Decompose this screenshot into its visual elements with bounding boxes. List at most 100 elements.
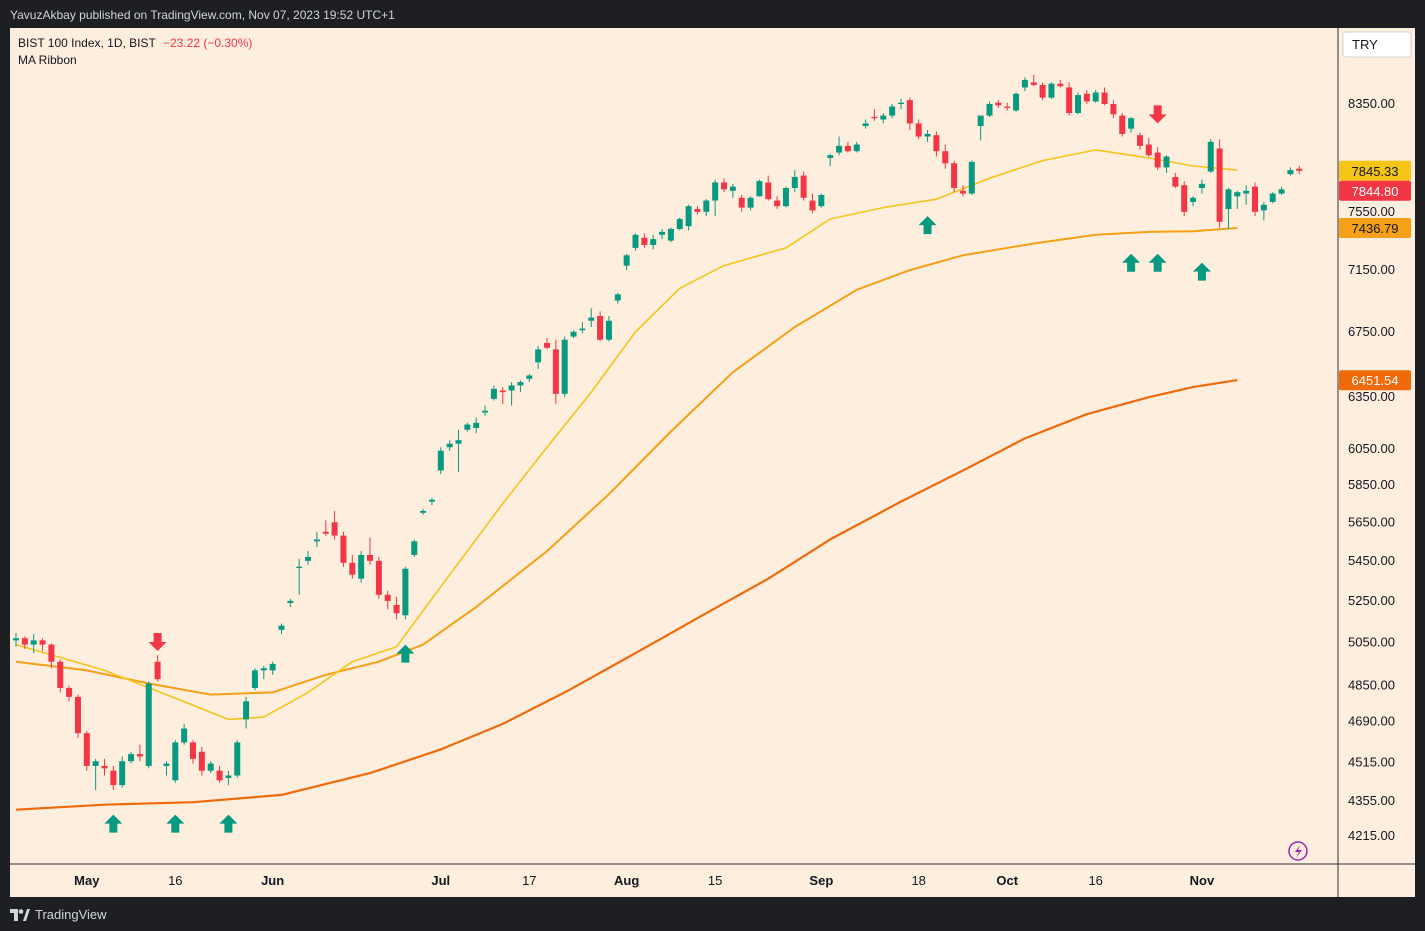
candle-body (198, 751, 205, 771)
brand-label: TradingView (35, 907, 107, 922)
candle (632, 233, 639, 251)
ma-slow-line (15, 379, 1238, 811)
y-tick-label: 5450.00 (1348, 553, 1395, 568)
currency-button[interactable]: TRY (1342, 31, 1412, 58)
candle-body (48, 644, 55, 662)
candle-body (74, 696, 81, 734)
candle (1296, 166, 1303, 175)
candle (694, 206, 701, 215)
candle (163, 761, 170, 776)
time-axis[interactable] (10, 864, 1415, 897)
candle (1075, 92, 1081, 115)
candle (39, 638, 46, 651)
candle (145, 681, 152, 769)
candle-body (278, 625, 285, 630)
candle-body (995, 102, 1002, 106)
candle (269, 661, 276, 675)
y-tick-label: 4355.00 (1348, 793, 1395, 808)
candle-body (437, 450, 444, 471)
candle (836, 136, 843, 156)
candle-body (1278, 189, 1285, 194)
legend-indicator: MA Ribbon (18, 53, 77, 67)
candle-body (30, 640, 37, 645)
candle-body (57, 661, 64, 688)
buy-arrow-icon (104, 814, 123, 833)
candle (959, 185, 966, 197)
candle-body (411, 541, 418, 555)
tradingview-logo[interactable]: TradingView (10, 907, 107, 922)
candle (526, 373, 533, 383)
candle (1145, 137, 1152, 157)
candle (446, 440, 453, 451)
legend[interactable]: BIST 100 Index, 1D, BIST −23.22 (−0.30%)… (18, 36, 252, 67)
candle-body (977, 115, 984, 127)
candle-body (1083, 93, 1090, 102)
candle (136, 744, 143, 762)
candle-body (853, 144, 860, 152)
candle (809, 193, 816, 214)
lightning-icon[interactable] (1288, 841, 1308, 861)
candle (207, 761, 214, 774)
candle (535, 346, 542, 369)
candle (234, 740, 241, 778)
candle (349, 554, 356, 579)
candle (1013, 92, 1020, 112)
candle (83, 730, 90, 771)
candle (517, 380, 524, 393)
candle-body (800, 175, 807, 198)
candle-body (667, 228, 674, 241)
candle (402, 566, 409, 620)
candle (172, 740, 179, 783)
candle (588, 308, 595, 328)
candle-body (163, 763, 170, 766)
candle-body (1092, 92, 1099, 102)
y-tick-label: 8350.00 (1348, 96, 1395, 111)
candle-body (1145, 144, 1152, 156)
candle-body (986, 104, 993, 116)
candle (296, 558, 303, 595)
candle (1198, 179, 1205, 194)
legend-symbol: BIST 100 Index, 1D, BIST (18, 36, 157, 50)
candle (464, 422, 471, 432)
plot-area[interactable] (10, 28, 1338, 864)
candle (747, 196, 754, 211)
candle-body (694, 209, 701, 212)
candle-body (402, 568, 409, 616)
candle-body (915, 123, 922, 137)
candle-body (1269, 193, 1276, 202)
candle-body (1128, 118, 1135, 129)
candle-body (1154, 152, 1161, 168)
candle (1243, 185, 1250, 205)
ma-fast-line (15, 149, 1238, 721)
y-tick-label: 4850.00 (1348, 678, 1395, 693)
y-tick-label: 4515.00 (1348, 754, 1395, 769)
candle-body (818, 194, 825, 207)
candle (712, 179, 719, 217)
x-tick-label: 16 (1088, 873, 1102, 888)
candle (1119, 113, 1126, 137)
candle-body (1234, 192, 1241, 197)
candle-body (782, 187, 789, 207)
x-tick-label: Sep (809, 873, 833, 888)
candle (305, 551, 312, 565)
candle (721, 178, 727, 193)
candles (13, 74, 1303, 791)
candle-body (234, 742, 241, 776)
candle-body (349, 562, 356, 575)
candle-body (791, 176, 798, 188)
candle-body (1066, 87, 1073, 114)
candle-body (738, 197, 745, 208)
candle (437, 447, 444, 475)
candle (623, 253, 630, 271)
candle-body (579, 328, 586, 331)
candle-body (119, 761, 126, 786)
candle (871, 109, 878, 121)
candle-body (375, 560, 382, 595)
candle (216, 765, 223, 783)
price-label-bg (1339, 180, 1411, 201)
buy-arrow-icon (1192, 262, 1211, 281)
candle (340, 531, 347, 567)
candle (243, 696, 250, 729)
candle (322, 520, 329, 536)
